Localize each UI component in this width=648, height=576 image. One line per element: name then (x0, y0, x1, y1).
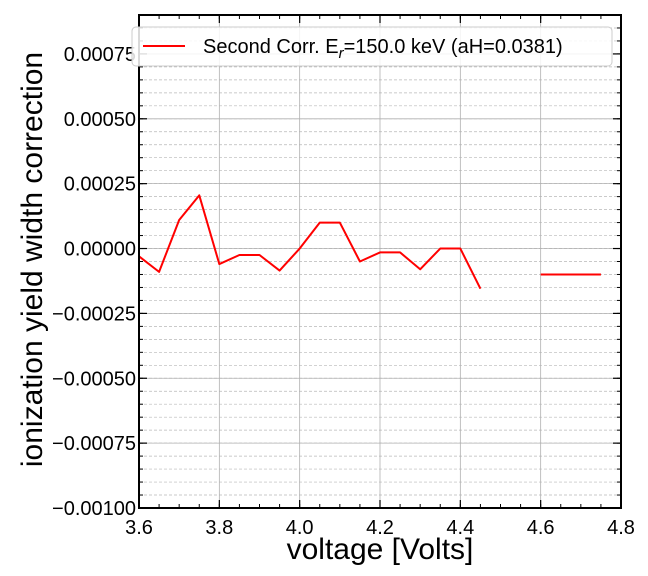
x-tick-label: 3.6 (125, 517, 153, 539)
y-tick-label: −0.00075 (52, 433, 136, 455)
y-tick-label: 0.00025 (64, 174, 136, 196)
y-tick-label: 0.00050 (64, 109, 136, 131)
y-axis-label: ionization yield width correction (16, 52, 49, 467)
x-tick-label: 4.6 (527, 517, 555, 539)
y-tick-label: −0.00050 (52, 368, 136, 390)
y-tick-label: 0.00000 (64, 239, 136, 261)
grid-layer (138, 14, 622, 509)
x-tick-label: 4.0 (286, 517, 314, 539)
tick-label-layer: 3.6 3.8 4.0 4.2 4.4 4.6 4.8 −0.00100 −0.00075 −0.… (52, 44, 635, 539)
y-tick-label: −0.00025 (52, 303, 136, 325)
legend: Second Corr. Er=150.0 keV (aH=0.0381) (131, 26, 613, 67)
x-tick-label: 4.2 (366, 517, 394, 539)
legend-entry-label: Second Corr. Er=150.0 keV (aH=0.0381) (203, 36, 563, 62)
legend-label-subscript: r (339, 45, 345, 62)
x-axis-label: voltage [Volts] (287, 533, 474, 566)
legend-label-rest: =150.0 keV (aH=0.0381) (344, 36, 563, 58)
y-tick-label: 0.00075 (64, 44, 136, 66)
tick-layer (138, 14, 622, 509)
y-tick-label: −0.00100 (52, 498, 136, 520)
data-layer (138, 194, 601, 290)
x-tick-label: 4.8 (607, 517, 635, 539)
x-tick-label: 4.4 (446, 517, 474, 539)
series-line-segment (138, 194, 482, 290)
legend-box (131, 26, 613, 67)
x-tick-label: 3.8 (205, 517, 233, 539)
legend-label-main: Second Corr. E (203, 36, 339, 58)
